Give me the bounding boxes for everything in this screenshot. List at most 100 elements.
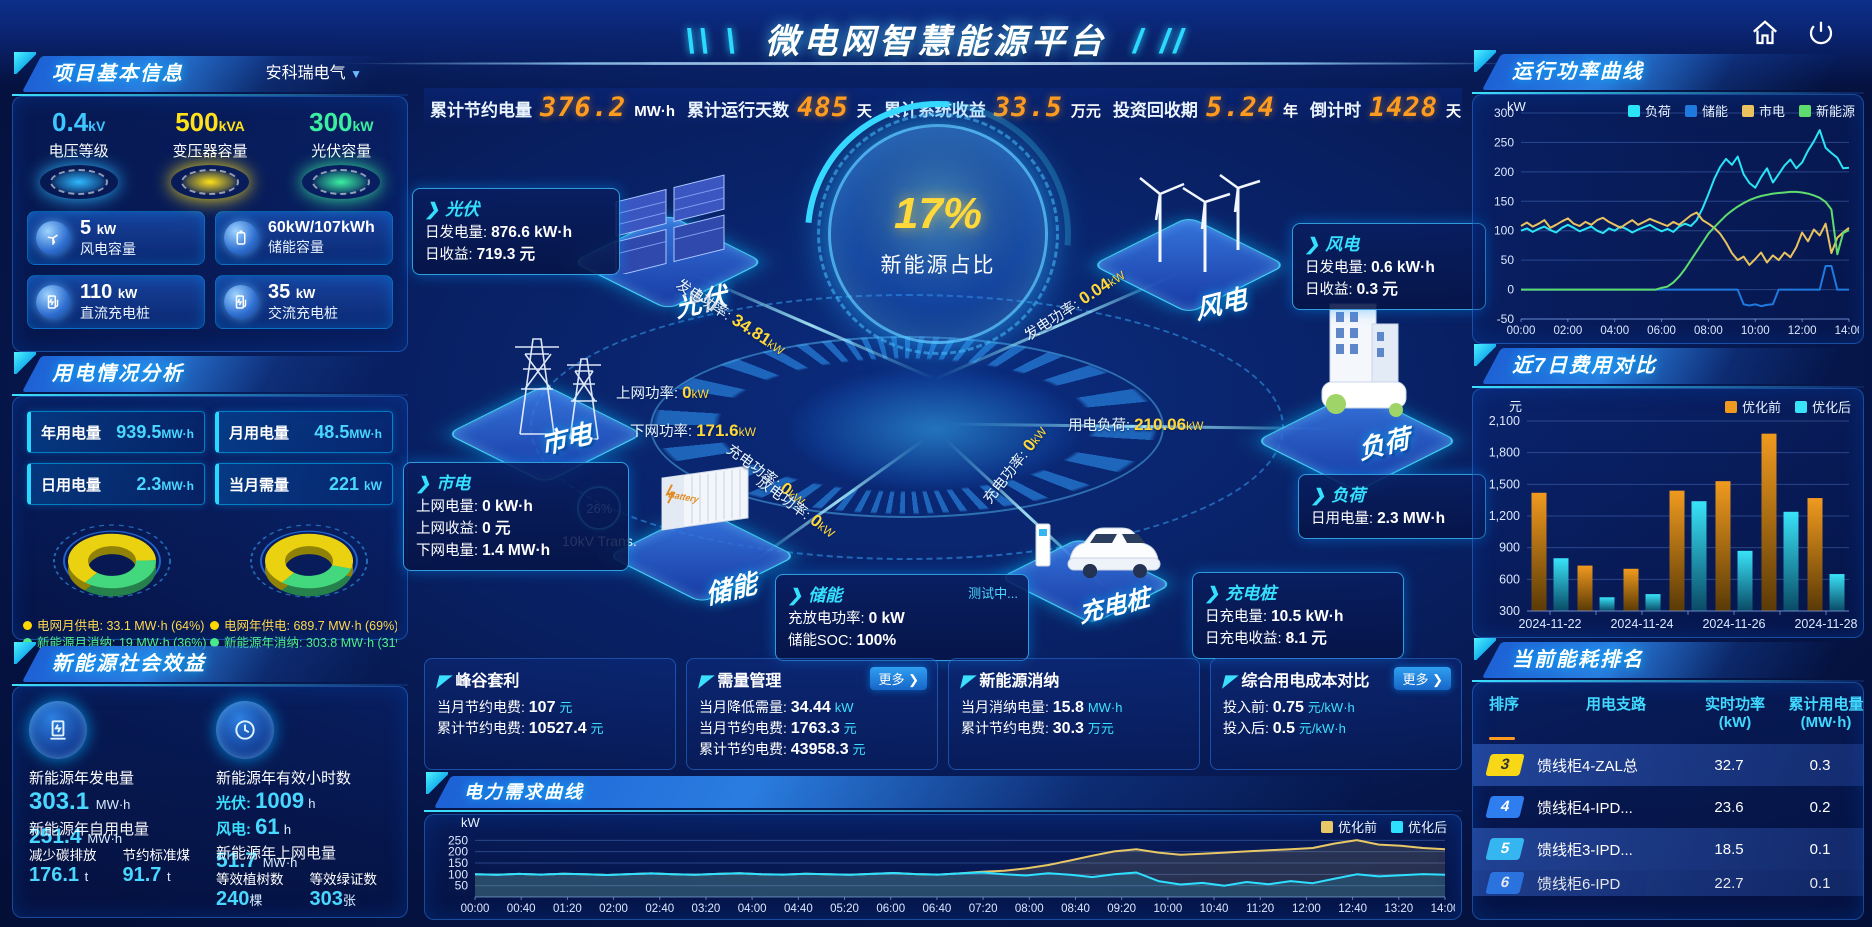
svg-text:50: 50 (455, 879, 469, 893)
power-icon[interactable] (1806, 18, 1836, 53)
svg-text:10:00: 10:00 (1153, 903, 1182, 915)
svg-text:2024-11-28: 2024-11-28 (1794, 617, 1857, 631)
renewable-share-value: 17% (893, 189, 983, 238)
benefit-generation: 新能源年发电量 303.1 MW·h 新能源年自用电量 251.4 MW·h 减… (29, 701, 204, 910)
svg-text:14:00: 14:00 (1431, 903, 1455, 915)
chevron-down-icon: ▼ (350, 67, 362, 81)
cone-voltage: 0.4kV 电压等级 (24, 107, 134, 199)
rank-badge: 3 (1485, 754, 1525, 776)
svg-text:250: 250 (1494, 135, 1514, 149)
kpi-countdown: 倒计时 1428 天 (1309, 91, 1462, 123)
table-row[interactable]: 3 馈线柜4-ZAL总 32.7 0.3 (1473, 744, 1863, 786)
svg-text:08:40: 08:40 (1061, 903, 1090, 915)
table-row[interactable]: 5 馈线柜3-IPD... 18.5 0.1 (1473, 828, 1863, 870)
svg-text:元: 元 (1509, 399, 1522, 414)
pv-tooltip: ❯ 光伏 日发电量: 876.6 kW·h 日收益: 719.3 元 (412, 188, 620, 275)
donut-chart-year (229, 509, 389, 618)
svg-text:12:40: 12:40 (1338, 903, 1367, 915)
table-row[interactable]: 4 馈线柜4-IPD... 23.6 0.2 (1473, 786, 1863, 828)
cost-chart: 300 600 900 1,200 1,500 1,800 2,100 2024-11-22 2… (1475, 395, 1859, 636)
summary-cards: ◤ 峰谷套利 当月节约电费: 107 元 累计节约电费: 10527.4 元 ◤ 需… (424, 658, 1462, 770)
svg-text:13:20: 13:20 (1384, 903, 1413, 915)
svg-text:04:00: 04:00 (738, 903, 767, 915)
svg-text:10:40: 10:40 (1200, 903, 1229, 915)
panel-title: 项目基本信息 (52, 63, 184, 85)
storage-tooltip: ❯ 储能 测试中... 充放电功率: 0 kW 储能SOC: 100% (775, 574, 1029, 661)
energy-flow-diagram: 17% 新能源占比 光伏 风电 市电 (403, 46, 1486, 661)
panel-title: 用电情况分析 (52, 363, 184, 385)
svg-text:08:00: 08:00 (1015, 903, 1044, 915)
cost-legend: 优化前 优化后 (1724, 397, 1851, 416)
power-legend: 负荷 储能 市电 新能源 (1627, 101, 1855, 120)
hours-clock-icon (216, 701, 274, 759)
deco-left: \\ \ (685, 23, 739, 61)
benefit-hours: 新能源年有效小时数 光伏: 1009 h 风电: 61 h 新能源年上网电量 5… (216, 701, 391, 910)
ranking-header: 排序 用电支路 实时功率 (kW) 累计用电量 (MW·h) (1489, 696, 1864, 731)
arrow-icon: ❯ (416, 474, 431, 493)
svg-text:00:40: 00:40 (507, 903, 536, 915)
flow-load-power: 用电负荷: 210.06kW (1068, 415, 1204, 434)
rank-badge: 4 (1485, 796, 1525, 818)
load-tooltip: ❯ 负荷 日用电量: 2.3 MW·h (1298, 474, 1486, 539)
company-select[interactable]: 安科瑞电气 ▼ (265, 65, 362, 82)
svg-text:100: 100 (1494, 224, 1514, 238)
kpi-payback: 投资回收期 5.24 年 (1112, 91, 1298, 123)
legend-grid-month: 电网月供电: 33.1 MW·h (64%) (23, 618, 210, 635)
stat-day-usage: 日用电量 2.3MW·h (27, 463, 205, 505)
panel-power-curve: 运行功率曲线 负荷 储能 市电 新能源 -50 0 50 100 150 200 250 300 00… (1472, 50, 1872, 344)
more-button[interactable]: 更多 ❯ (870, 667, 927, 690)
center-sphere: 17% 新能源占比 (750, 46, 1126, 422)
svg-text:08:00: 08:00 (1694, 325, 1723, 337)
panel-usage-analysis: 用电情况分析 年用电量 939.5MW·h 月用电量 48.5MW·h 日用电量 2.… (12, 352, 428, 650)
cone-glow (39, 165, 118, 199)
card-icon: ◤ (1223, 673, 1236, 690)
flow-to-grid: 上网功率: 0kW (616, 383, 709, 402)
wind-turbine-icon (36, 221, 70, 255)
solar-panels-icon (615, 174, 725, 274)
charger-tooltip: ❯ 充电桩 日充电量: 10.5 kW·h 日充电收益: 8.1 元 (1192, 572, 1404, 659)
kpi-saved-energy: 累计节约电量 376.2 MW·h (430, 91, 676, 123)
renewable-share-label: 新能源占比 (880, 254, 996, 277)
arrow-icon: ❯ (1311, 486, 1326, 505)
battery-icon (224, 221, 258, 255)
stat-dc-charger: 110 kW 直流充电桩 (27, 275, 205, 329)
svg-text:kW: kW (461, 815, 481, 830)
generation-icon (29, 701, 87, 759)
deco-right: / // (1133, 23, 1187, 61)
stat-storage-capacity: 60kW/107kWh 储能容量 (215, 211, 393, 265)
svg-text:300: 300 (1494, 106, 1514, 120)
power-chart: -50 0 50 100 150 200 250 300 00:00 02:00 04:00 06:0… (1475, 99, 1863, 342)
svg-text:2,100: 2,100 (1489, 414, 1520, 428)
svg-text:02:00: 02:00 (599, 903, 628, 915)
svg-text:11:20: 11:20 (1246, 903, 1274, 915)
table-row[interactable]: 6 馈线柜6-IPD 22.7 0.1 (1473, 870, 1863, 896)
power-towers-icon (515, 338, 601, 440)
panel-cost-compare: 近7日费用对比 优化前 优化后 300 600 900 1,200 1,500 1,800 2… (1472, 344, 1872, 638)
panel-demand-curve: 电力需求曲线 优化前 优化后 50 100 150 200 250 00:00 00:40 01… (424, 772, 1480, 920)
arrow-icon: ❯ (788, 586, 803, 605)
card-peak-valley: ◤ 峰谷套利 当月节约电费: 107 元 累计节约电费: 10527.4 元 (424, 658, 676, 770)
panel-energy-ranking: 当前能耗排名 排序 用电支路 实时功率 (kW) 累计用电量 (MW·h) 3 馈线… (1472, 638, 1872, 920)
svg-text:02:00: 02:00 (1553, 325, 1582, 337)
svg-text:150: 150 (448, 856, 468, 870)
svg-text:10:00: 10:00 (1741, 325, 1770, 337)
svg-text:200: 200 (448, 845, 468, 859)
benefit-carbon: 减少碳排放 176.1 t (29, 847, 97, 886)
more-button[interactable]: 更多 ❯ (1394, 667, 1451, 690)
panel-title: 电力需求曲线 (464, 782, 584, 802)
svg-text:-50: -50 (1497, 312, 1515, 326)
home-icon[interactable] (1750, 18, 1780, 53)
demand-legend: 优化前 优化后 (1320, 817, 1447, 836)
svg-text:150: 150 (1494, 194, 1514, 208)
svg-text:14:00: 14:00 (1835, 325, 1859, 337)
svg-text:04:40: 04:40 (784, 903, 813, 915)
svg-text:2024-11-26: 2024-11-26 (1702, 617, 1765, 631)
flow-from-grid: 下网功率: 171.6kW (630, 421, 756, 440)
cone-glow (302, 165, 381, 199)
benefit-certs: 等效绿证数 303张 (309, 871, 378, 910)
ev-car-icon (1035, 523, 1161, 578)
stat-ac-charger: 35 kW 交流充电桩 (215, 275, 393, 329)
svg-text:200: 200 (1494, 165, 1514, 179)
svg-text:06:00: 06:00 (876, 903, 905, 915)
